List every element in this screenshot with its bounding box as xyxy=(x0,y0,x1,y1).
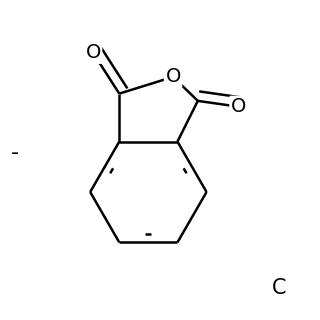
Text: C: C xyxy=(272,278,286,298)
Text: O: O xyxy=(231,97,246,116)
Text: O: O xyxy=(85,44,101,62)
Text: O: O xyxy=(165,68,181,86)
Text: -: - xyxy=(11,143,19,163)
